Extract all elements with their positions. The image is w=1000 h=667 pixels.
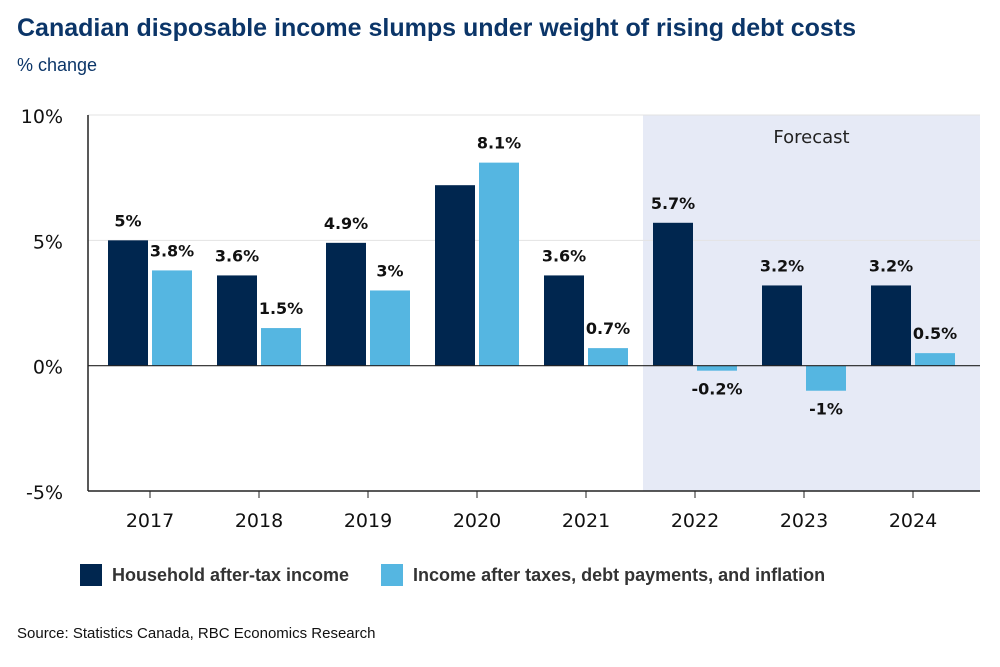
data-label: 4.9% (324, 214, 368, 233)
chart-title: Canadian disposable income slumps under … (17, 14, 857, 42)
data-label: 0.5% (913, 324, 957, 343)
legend-label: Income after taxes, debt payments, and i… (413, 564, 826, 585)
data-label: -1% (809, 400, 843, 419)
data-label: 8.1% (477, 134, 521, 153)
bar-household (217, 275, 257, 366)
x-tick-label: 2022 (671, 510, 719, 532)
data-label: 3% (376, 261, 403, 280)
legend: Household after-tax income Income after … (80, 564, 857, 586)
legend-swatch-household (80, 564, 102, 586)
data-label: 1.5% (259, 299, 303, 318)
bar-after-debt (261, 328, 301, 366)
data-label: 5.7% (651, 194, 695, 213)
x-tick-label: 2024 (889, 510, 937, 532)
data-label: 3.6% (542, 246, 586, 265)
legend-swatch-after-debt (381, 564, 404, 586)
bar-after-debt (806, 365, 846, 391)
y-tick-label: 10% (21, 106, 63, 128)
data-label: 5% (114, 211, 141, 230)
bar-after-debt (697, 365, 737, 371)
data-label: 0.7% (586, 319, 630, 338)
x-tick-label: 2023 (780, 510, 828, 532)
x-tick-label: 2017 (126, 510, 174, 532)
data-label: -0.2% (691, 380, 742, 399)
source-note: Source: Statistics Canada, RBC Economics… (17, 625, 376, 642)
forecast-label: Forecast (773, 127, 849, 148)
bar-after-debt (915, 353, 955, 366)
forecast-region (643, 115, 980, 491)
y-tick-label: 0% (33, 357, 63, 379)
data-label: 3.2% (869, 256, 913, 275)
data-label: 3.8% (150, 241, 194, 260)
bar-after-debt (370, 290, 410, 366)
legend-item-after-debt: Income after taxes, debt payments, and i… (381, 564, 825, 586)
bar-household (762, 285, 802, 366)
bar-after-debt (479, 162, 519, 366)
bar-after-debt (588, 348, 628, 366)
bar-household (326, 242, 366, 366)
chart-subtitle: % change (17, 55, 98, 75)
bar-household (544, 275, 584, 366)
data-label: 3.2% (760, 256, 804, 275)
bar-household (435, 185, 475, 366)
legend-item-household: Household after-tax income (80, 564, 349, 586)
bar-household (653, 222, 693, 366)
y-tick-label: -5% (26, 482, 63, 504)
data-label: 3.6% (215, 246, 259, 265)
x-tick-label: 2018 (235, 510, 283, 532)
bar-household (108, 240, 148, 366)
y-tick-label: 5% (33, 231, 63, 253)
x-tick-label: 2021 (562, 510, 610, 532)
x-tick-label: 2020 (453, 510, 501, 532)
legend-label: Household after-tax income (112, 564, 350, 585)
bar-household (871, 285, 911, 366)
bar-after-debt (152, 270, 192, 366)
bar-chart: Forecast -5% 0% 5% 10% 5% 3.6% 4.9% 3.6% 5.7% 3.2%… (21, 106, 980, 532)
x-tick-label: 2019 (344, 510, 392, 532)
